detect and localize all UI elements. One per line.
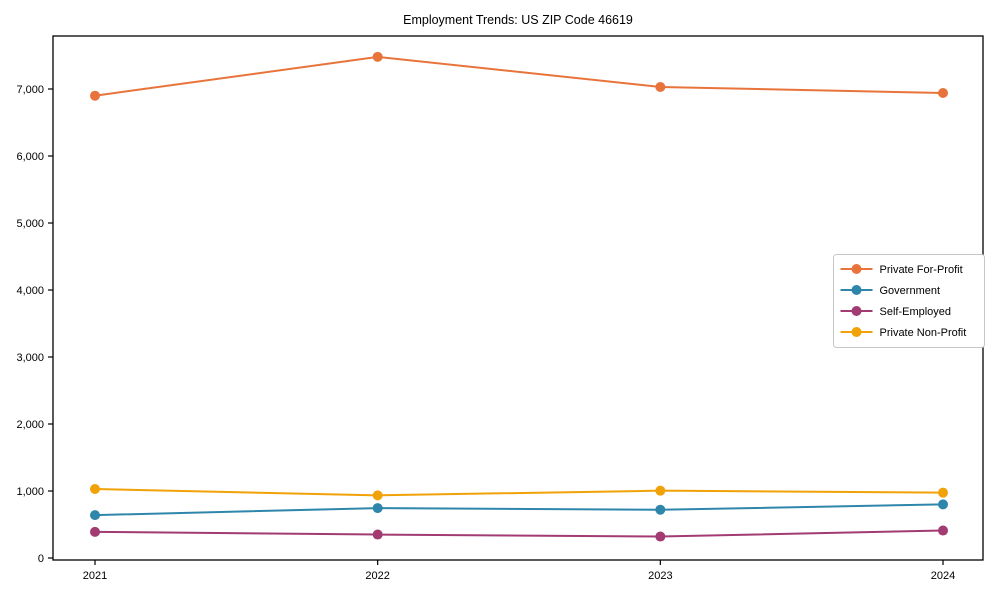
data-point-self-employed-2023	[655, 531, 666, 542]
data-point-private-non-profit-2021	[90, 483, 100, 494]
data-point-private-for-profit-2021	[90, 90, 100, 101]
series-line-private-non-profit	[94, 487, 944, 497]
legend-marker-dot	[851, 285, 862, 295]
legend-label-private-for-profit: Private For-Profit	[880, 264, 963, 276]
data-point-self-employed-2022	[372, 529, 383, 540]
y-tick-label: 4,000	[16, 285, 44, 297]
series-line-private-for-profit	[94, 55, 944, 97]
data-point-government-2024	[938, 499, 949, 510]
x-tick-label: 2022	[365, 570, 389, 582]
legend-marker-dot	[851, 306, 862, 316]
legend-marker-dot	[851, 327, 862, 337]
y-tick-label: 7,000	[16, 84, 44, 96]
data-point-private-for-profit-2022	[372, 51, 383, 62]
legend-box	[833, 254, 985, 348]
x-tick-label: 2021	[83, 570, 107, 582]
y-tick-label: 5,000	[16, 218, 44, 230]
data-point-government-2021	[90, 510, 100, 521]
data-point-private-non-profit-2024	[938, 487, 949, 498]
y-tick-label: 3,000	[16, 352, 44, 364]
series-line-self-employed	[94, 529, 944, 538]
y-tick-label: 1,000	[16, 486, 44, 498]
y-tick-label: 0	[38, 553, 44, 565]
data-point-private-for-profit-2024	[938, 88, 949, 99]
data-point-self-employed-2021	[90, 526, 100, 537]
axes-layer: 0 1,000 2,000 3,000 4,000 5,000 6,000 7,000 2021…	[16, 35, 984, 582]
chart-title: Employment Trends: US ZIP Code 46619	[403, 13, 633, 27]
data-point-private-non-profit-2023	[655, 485, 666, 496]
y-tick-label: 2,000	[16, 419, 44, 431]
legend-marker-dot	[851, 264, 862, 274]
data-point-government-2022	[372, 503, 383, 514]
series-layer	[90, 51, 949, 542]
x-tick-label: 2023	[648, 570, 672, 582]
x-tick-label: 2024	[931, 570, 955, 582]
series-line-government	[94, 503, 944, 517]
data-point-private-non-profit-2022	[372, 490, 383, 501]
y-tick-label: 6,000	[16, 151, 44, 163]
chart-legend: Private For-Profit Government Self-Employe…	[833, 254, 985, 348]
data-point-private-for-profit-2023	[655, 81, 666, 92]
legend-label-self-employed: Self-Employed	[880, 306, 952, 318]
data-point-self-employed-2024	[938, 525, 949, 536]
legend-label-private-non-profit: Private Non-Profit	[880, 327, 967, 339]
data-point-government-2023	[655, 504, 666, 515]
legend-label-government: Government	[880, 285, 941, 297]
